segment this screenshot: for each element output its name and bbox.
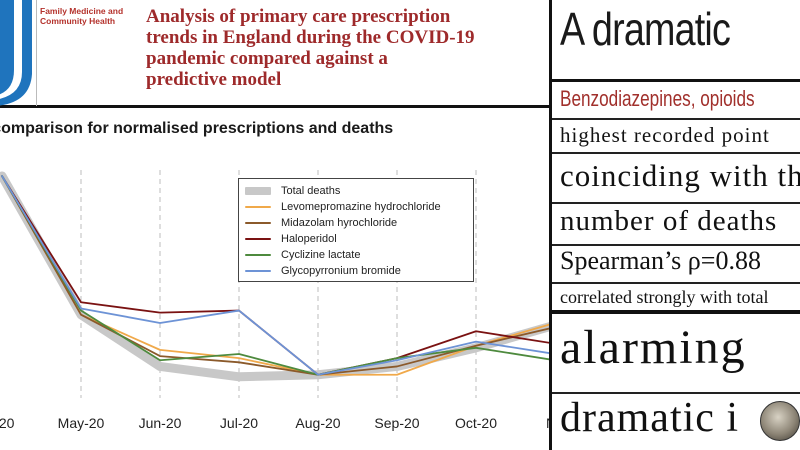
strip-quote-2-text: coinciding with the (560, 158, 800, 193)
x-tick-label: No (546, 415, 552, 431)
legend-label: Cyclizine lactate (281, 249, 361, 261)
paper-title: Analysis of primary care prescription tr… (146, 6, 475, 90)
paper-header: Family Medicine and Community Health Ana… (0, 0, 552, 108)
legend-label: Glycopyrronium bromide (281, 265, 401, 277)
legend-swatch (245, 187, 271, 195)
journal-name: Family Medicine and Community Health (40, 6, 140, 26)
strip-subheadline: Benzodiazepines, opioids (552, 82, 800, 120)
chart-title: d comparison for normalised prescription… (0, 120, 394, 137)
legend-label: Haloperidol (281, 233, 337, 245)
x-tick-label: r-20 (0, 415, 15, 431)
strip-quote-1-text: highest recorded point (560, 123, 770, 147)
x-tick-label: Sep-20 (374, 415, 419, 431)
x-tick-label: Jul-20 (220, 415, 258, 431)
legend-swatch (245, 222, 271, 224)
legend-label: Midazolam hyrochloride (281, 217, 398, 229)
strip-headline-text: A dramatic (560, 3, 731, 55)
legend-item: Glycopyrronium bromide (245, 263, 467, 279)
strip-quote-5-text: correlated strongly with total (560, 287, 769, 307)
x-tick-label: Jun-20 (139, 415, 182, 431)
strip-quote-2: coinciding with the (552, 154, 800, 204)
x-tick-label: Oct-20 (455, 415, 497, 431)
legend-item: Haloperidol (245, 231, 467, 247)
journal-name-line-2: Community Health (40, 16, 116, 26)
strip-quote-7-text: dramatic i (560, 395, 740, 441)
strip-subheadline-text: Benzodiazepines, opioids (560, 86, 755, 111)
series-line-levomepromazine-hydrochloride (1, 175, 549, 376)
series-line-glycopyrronium-bromide (1, 175, 549, 376)
strip-quote-6-text: alarming (560, 321, 747, 374)
journal-logo (0, 0, 37, 106)
x-tick-label: May-20 (58, 415, 105, 431)
strip-quote-6: alarming (552, 314, 800, 394)
chart-panel: d comparison for normalised prescription… (0, 108, 552, 450)
x-tick-label: Aug-20 (295, 415, 340, 431)
legend-swatch (245, 238, 271, 240)
line-chart: r-20 May-20 Jun-20 Jul-20 Aug-20 Sep-20 Oct-20… (0, 170, 552, 431)
legend-swatch (245, 270, 271, 272)
legend-label: Levomepromazine hydrochloride (281, 201, 441, 213)
seal-icon (760, 401, 800, 441)
strip-quote-4: Spearman’s ρ=0.88 (552, 246, 800, 284)
strip-quote-1: highest recorded point (552, 120, 800, 154)
legend-swatch (245, 254, 271, 256)
series-line-cyclizine-lactate (1, 175, 549, 376)
legend-swatch (245, 206, 271, 208)
legend-label: Total deaths (281, 185, 341, 197)
quote-strips: A dramatic Benzodiazepines, opioids high… (552, 0, 800, 450)
strip-quote-4-text: Spearman’s ρ=0.88 (560, 246, 761, 275)
strip-quote-7: dramatic i (552, 394, 800, 450)
chart-legend: Total deaths Levomepromazine hydrochlorid… (238, 178, 474, 282)
legend-item: Cyclizine lactate (245, 247, 467, 263)
legend-item: Total deaths (245, 183, 467, 199)
strip-quote-5: correlated strongly with total (552, 284, 800, 314)
strip-headline: A dramatic (552, 0, 800, 82)
strip-quote-3: number of deaths (552, 204, 800, 246)
strip-quote-3-text: number of deaths (560, 205, 778, 237)
series-lines (0, 171, 549, 382)
legend-item: Levomepromazine hydrochloride (245, 199, 467, 215)
x-axis: r-20 May-20 Jun-20 Jul-20 Aug-20 Sep-20 Oct-20… (0, 415, 552, 431)
legend-item: Midazolam hyrochloride (245, 215, 467, 231)
journal-name-line-1: Family Medicine and (40, 6, 124, 16)
